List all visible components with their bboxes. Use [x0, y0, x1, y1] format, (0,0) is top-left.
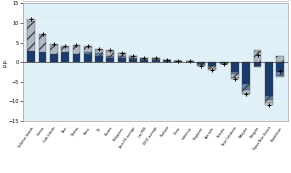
Bar — [118, 56, 126, 58]
Bar — [38, 52, 47, 62]
Bar — [242, 90, 250, 94]
Bar — [220, 63, 228, 64]
Bar — [95, 50, 103, 53]
Point — [40, 32, 45, 35]
Bar — [276, 72, 284, 76]
Point — [187, 60, 192, 63]
Point — [52, 42, 56, 45]
Bar — [140, 59, 148, 60]
Bar — [118, 53, 126, 56]
Bar — [50, 44, 58, 45]
Bar — [231, 74, 239, 78]
Point — [255, 54, 260, 57]
Bar — [197, 62, 205, 64]
Bar — [265, 99, 273, 103]
Point — [142, 56, 147, 59]
Bar — [50, 54, 58, 62]
Bar — [27, 21, 35, 51]
Bar — [231, 72, 239, 74]
Bar — [38, 35, 47, 52]
Bar — [253, 51, 262, 62]
Bar — [231, 62, 239, 72]
Point — [199, 65, 203, 68]
Bar — [265, 96, 273, 99]
Bar — [50, 45, 58, 54]
Bar — [107, 51, 114, 56]
Bar — [186, 61, 194, 62]
Point — [267, 103, 271, 106]
Bar — [276, 62, 284, 72]
Bar — [27, 51, 35, 62]
Bar — [95, 56, 103, 62]
Bar — [118, 58, 126, 62]
Bar — [84, 52, 92, 54]
Bar — [220, 62, 228, 63]
Point — [29, 18, 33, 21]
Bar — [129, 59, 137, 62]
Bar — [208, 67, 216, 69]
Point — [221, 63, 226, 66]
Bar — [107, 58, 114, 62]
Bar — [174, 61, 182, 62]
Bar — [140, 58, 148, 59]
Bar — [38, 34, 47, 35]
Bar — [231, 78, 239, 79]
Bar — [84, 54, 92, 62]
Bar — [140, 60, 148, 62]
Bar — [253, 66, 262, 67]
Point — [153, 56, 158, 59]
Y-axis label: p.p.: p.p. — [2, 58, 7, 67]
Bar — [163, 61, 171, 62]
Bar — [242, 84, 250, 90]
Point — [86, 44, 90, 47]
Bar — [152, 60, 160, 62]
Point — [176, 59, 181, 62]
Bar — [197, 64, 205, 65]
Point — [74, 43, 79, 46]
Bar — [27, 19, 35, 21]
Point — [278, 70, 283, 72]
Bar — [95, 49, 103, 50]
Point — [63, 44, 68, 47]
Point — [131, 54, 135, 57]
Bar — [163, 60, 171, 61]
Bar — [152, 59, 160, 60]
Bar — [253, 50, 262, 51]
Bar — [208, 69, 216, 70]
Bar — [95, 53, 103, 56]
Bar — [72, 45, 80, 46]
Bar — [242, 62, 250, 84]
Bar — [208, 62, 216, 66]
Point — [233, 77, 237, 80]
Point — [244, 93, 249, 96]
Point — [165, 58, 169, 61]
Bar — [61, 47, 69, 52]
Bar — [197, 65, 205, 66]
Bar — [129, 58, 137, 59]
Bar — [84, 47, 92, 52]
Bar — [61, 46, 69, 47]
Bar — [276, 76, 284, 77]
Point — [108, 49, 113, 52]
Point — [210, 68, 214, 71]
Bar — [72, 54, 80, 62]
Bar — [72, 46, 80, 54]
Point — [119, 52, 124, 54]
Bar — [253, 62, 262, 66]
Bar — [61, 52, 69, 62]
Bar — [152, 58, 160, 59]
Bar — [208, 66, 216, 67]
Bar — [107, 50, 114, 51]
Bar — [265, 62, 273, 96]
Bar — [265, 103, 273, 105]
Point — [97, 48, 102, 51]
Legend: Taxes on income, profits and capital gains, Value added taxes, Other taxes on go: Taxes on income, profits and capital gai… — [23, 0, 288, 1]
Bar — [107, 56, 114, 58]
Bar — [129, 56, 137, 58]
Bar — [276, 56, 284, 62]
Bar — [84, 46, 92, 47]
